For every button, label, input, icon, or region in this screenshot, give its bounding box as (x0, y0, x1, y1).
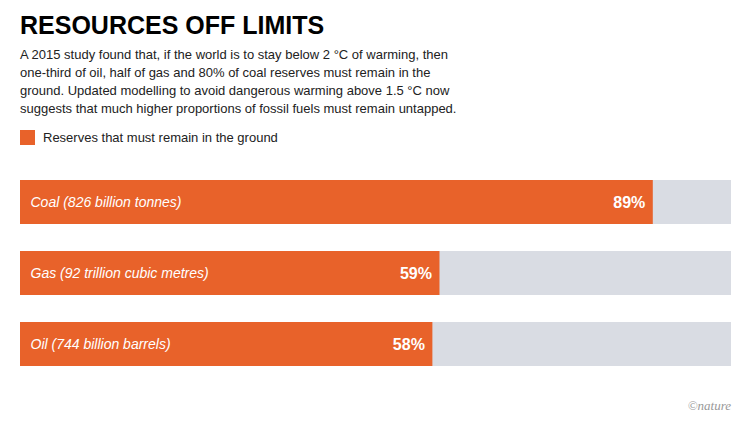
svg-text:58%: 58% (393, 336, 425, 353)
html-text:A 2015 study found that, if th: A 2015 study found that, if the world is… (20, 47, 457, 116)
html-text:Reserves that must remain in t: Reserves that must remain in the ground (43, 129, 278, 145)
html-text:©nature: ©nature (687, 398, 731, 413)
svg-text:59%: 59% (400, 265, 432, 282)
svg-text:Coal (826 billion tonnes): Coal (826 billion tonnes) (31, 194, 182, 210)
svg-text:Oil (744 billion barrels): Oil (744 billion barrels) (31, 336, 171, 352)
html-text:RESOURCES OFF LIMITS: RESOURCES OFF LIMITS (20, 11, 325, 39)
svg-text:89%: 89% (613, 194, 645, 211)
svg-text:Gas (92 trillion cubic metres): Gas (92 trillion cubic metres) (31, 265, 209, 281)
